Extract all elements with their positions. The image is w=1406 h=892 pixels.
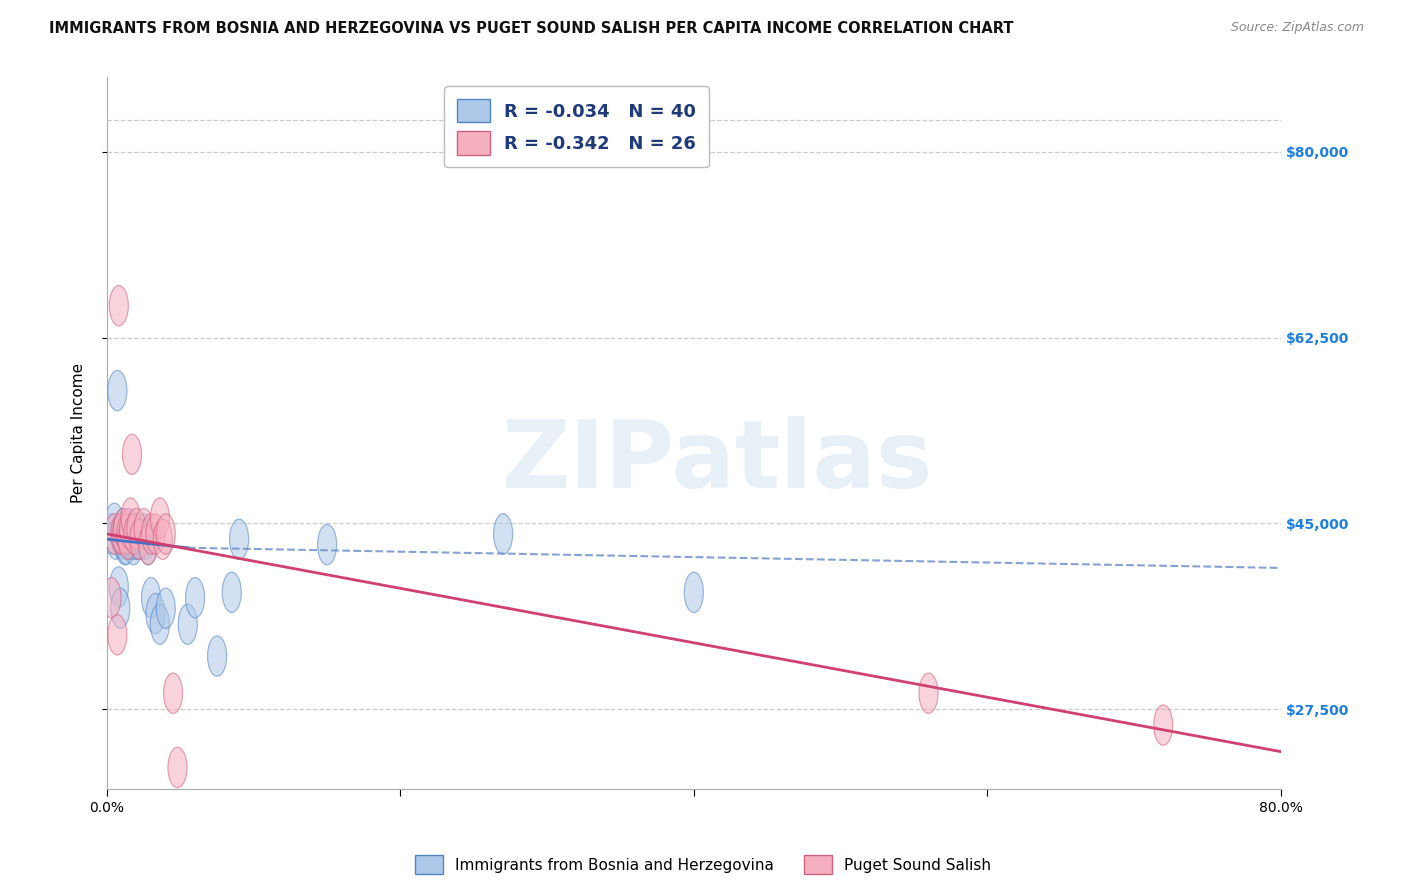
Ellipse shape [186, 577, 205, 618]
Ellipse shape [229, 519, 249, 559]
Text: IMMIGRANTS FROM BOSNIA AND HERZEGOVINA VS PUGET SOUND SALISH PER CAPITA INCOME C: IMMIGRANTS FROM BOSNIA AND HERZEGOVINA V… [49, 21, 1014, 37]
Ellipse shape [167, 747, 187, 788]
Ellipse shape [494, 514, 513, 554]
Ellipse shape [124, 524, 143, 565]
Text: Source: ZipAtlas.com: Source: ZipAtlas.com [1230, 21, 1364, 35]
Ellipse shape [124, 514, 143, 554]
Ellipse shape [138, 519, 156, 559]
Ellipse shape [122, 519, 142, 559]
Ellipse shape [150, 604, 169, 644]
Ellipse shape [318, 524, 336, 565]
Ellipse shape [134, 508, 153, 549]
Ellipse shape [114, 508, 132, 549]
Ellipse shape [124, 514, 143, 554]
Ellipse shape [142, 577, 160, 618]
Ellipse shape [127, 514, 146, 554]
Ellipse shape [920, 673, 938, 714]
Ellipse shape [115, 514, 134, 554]
Ellipse shape [134, 514, 153, 554]
Ellipse shape [122, 434, 142, 475]
Ellipse shape [114, 508, 132, 549]
Legend: Immigrants from Bosnia and Herzegovina, Puget Sound Salish: Immigrants from Bosnia and Herzegovina, … [409, 849, 997, 880]
Ellipse shape [115, 524, 134, 565]
Ellipse shape [139, 524, 157, 565]
Ellipse shape [105, 514, 124, 554]
Ellipse shape [127, 508, 146, 549]
Ellipse shape [107, 519, 125, 559]
Ellipse shape [163, 673, 183, 714]
Ellipse shape [121, 498, 141, 538]
Ellipse shape [129, 514, 149, 554]
Ellipse shape [120, 519, 139, 559]
Ellipse shape [156, 514, 176, 554]
Ellipse shape [129, 519, 149, 559]
Ellipse shape [121, 514, 141, 554]
Ellipse shape [139, 524, 157, 565]
Ellipse shape [128, 519, 148, 559]
Ellipse shape [120, 508, 139, 549]
Ellipse shape [111, 514, 129, 554]
Ellipse shape [112, 519, 131, 559]
Ellipse shape [110, 285, 128, 326]
Ellipse shape [117, 514, 135, 554]
Ellipse shape [120, 514, 139, 554]
Ellipse shape [111, 514, 129, 554]
Ellipse shape [132, 519, 152, 559]
Ellipse shape [153, 519, 173, 559]
Ellipse shape [108, 370, 127, 411]
Y-axis label: Per Capita Income: Per Capita Income [72, 363, 86, 503]
Ellipse shape [108, 615, 127, 655]
Ellipse shape [142, 514, 160, 554]
Ellipse shape [222, 572, 242, 613]
Ellipse shape [105, 503, 124, 543]
Ellipse shape [118, 514, 138, 554]
Ellipse shape [156, 588, 176, 629]
Ellipse shape [1154, 705, 1173, 745]
Ellipse shape [179, 604, 197, 644]
Ellipse shape [112, 514, 131, 554]
Ellipse shape [117, 524, 135, 565]
Ellipse shape [685, 572, 703, 613]
Text: ZIPatlas: ZIPatlas [502, 416, 934, 508]
Ellipse shape [111, 588, 129, 629]
Ellipse shape [146, 593, 165, 633]
Ellipse shape [150, 498, 169, 538]
Legend: R = -0.034   N = 40, R = -0.342   N = 26: R = -0.034 N = 40, R = -0.342 N = 26 [444, 87, 709, 167]
Ellipse shape [117, 508, 135, 549]
Ellipse shape [208, 636, 226, 676]
Ellipse shape [103, 577, 121, 618]
Ellipse shape [125, 519, 145, 559]
Ellipse shape [146, 514, 165, 554]
Ellipse shape [103, 514, 121, 554]
Ellipse shape [110, 567, 128, 607]
Ellipse shape [118, 519, 138, 559]
